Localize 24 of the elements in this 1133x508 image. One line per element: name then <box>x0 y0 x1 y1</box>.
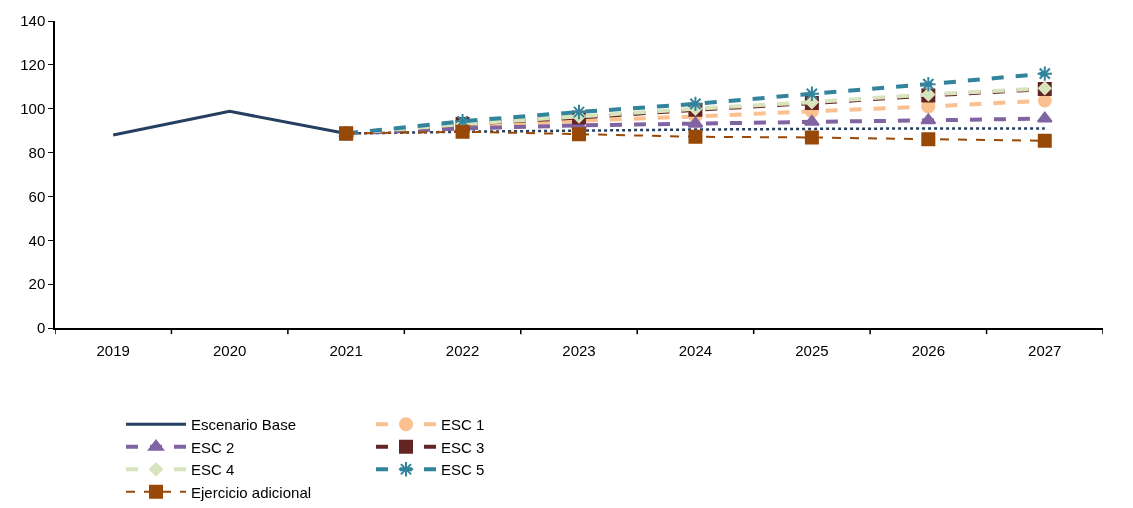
y-tick-label: 40 <box>28 231 46 249</box>
y-tick-label: 120 <box>20 56 46 74</box>
x-tick-label: 2023 <box>562 341 596 359</box>
y-tick-label: 140 <box>20 12 46 30</box>
y-tick-label: 60 <box>28 187 46 205</box>
x-tick-label: 2021 <box>329 341 363 359</box>
y-tick-label: 0 <box>36 319 46 337</box>
legend-label: Escenario Base <box>191 416 297 434</box>
legend-label: ESC 3 <box>441 438 485 456</box>
x-tick-label: 2026 <box>911 341 946 359</box>
legend-label: ESC 1 <box>441 416 485 434</box>
y-tick-label: 20 <box>28 275 46 293</box>
x-tick-label: 2022 <box>445 341 480 359</box>
legend-label: Ejercicio adicional <box>191 483 312 501</box>
legend-label: ESC 2 <box>191 438 235 456</box>
y-tick-label: 80 <box>28 143 46 161</box>
x-tick-label: 2020 <box>212 341 247 359</box>
legend-label: ESC 4 <box>191 461 235 479</box>
x-tick-label: 2025 <box>795 341 829 359</box>
x-tick-label: 2019 <box>96 341 130 359</box>
x-tick-label: 2027 <box>1028 341 1062 359</box>
x-tick-label: 2024 <box>678 341 713 359</box>
y-tick-label: 100 <box>20 99 46 117</box>
legend-label: ESC 5 <box>441 461 485 479</box>
